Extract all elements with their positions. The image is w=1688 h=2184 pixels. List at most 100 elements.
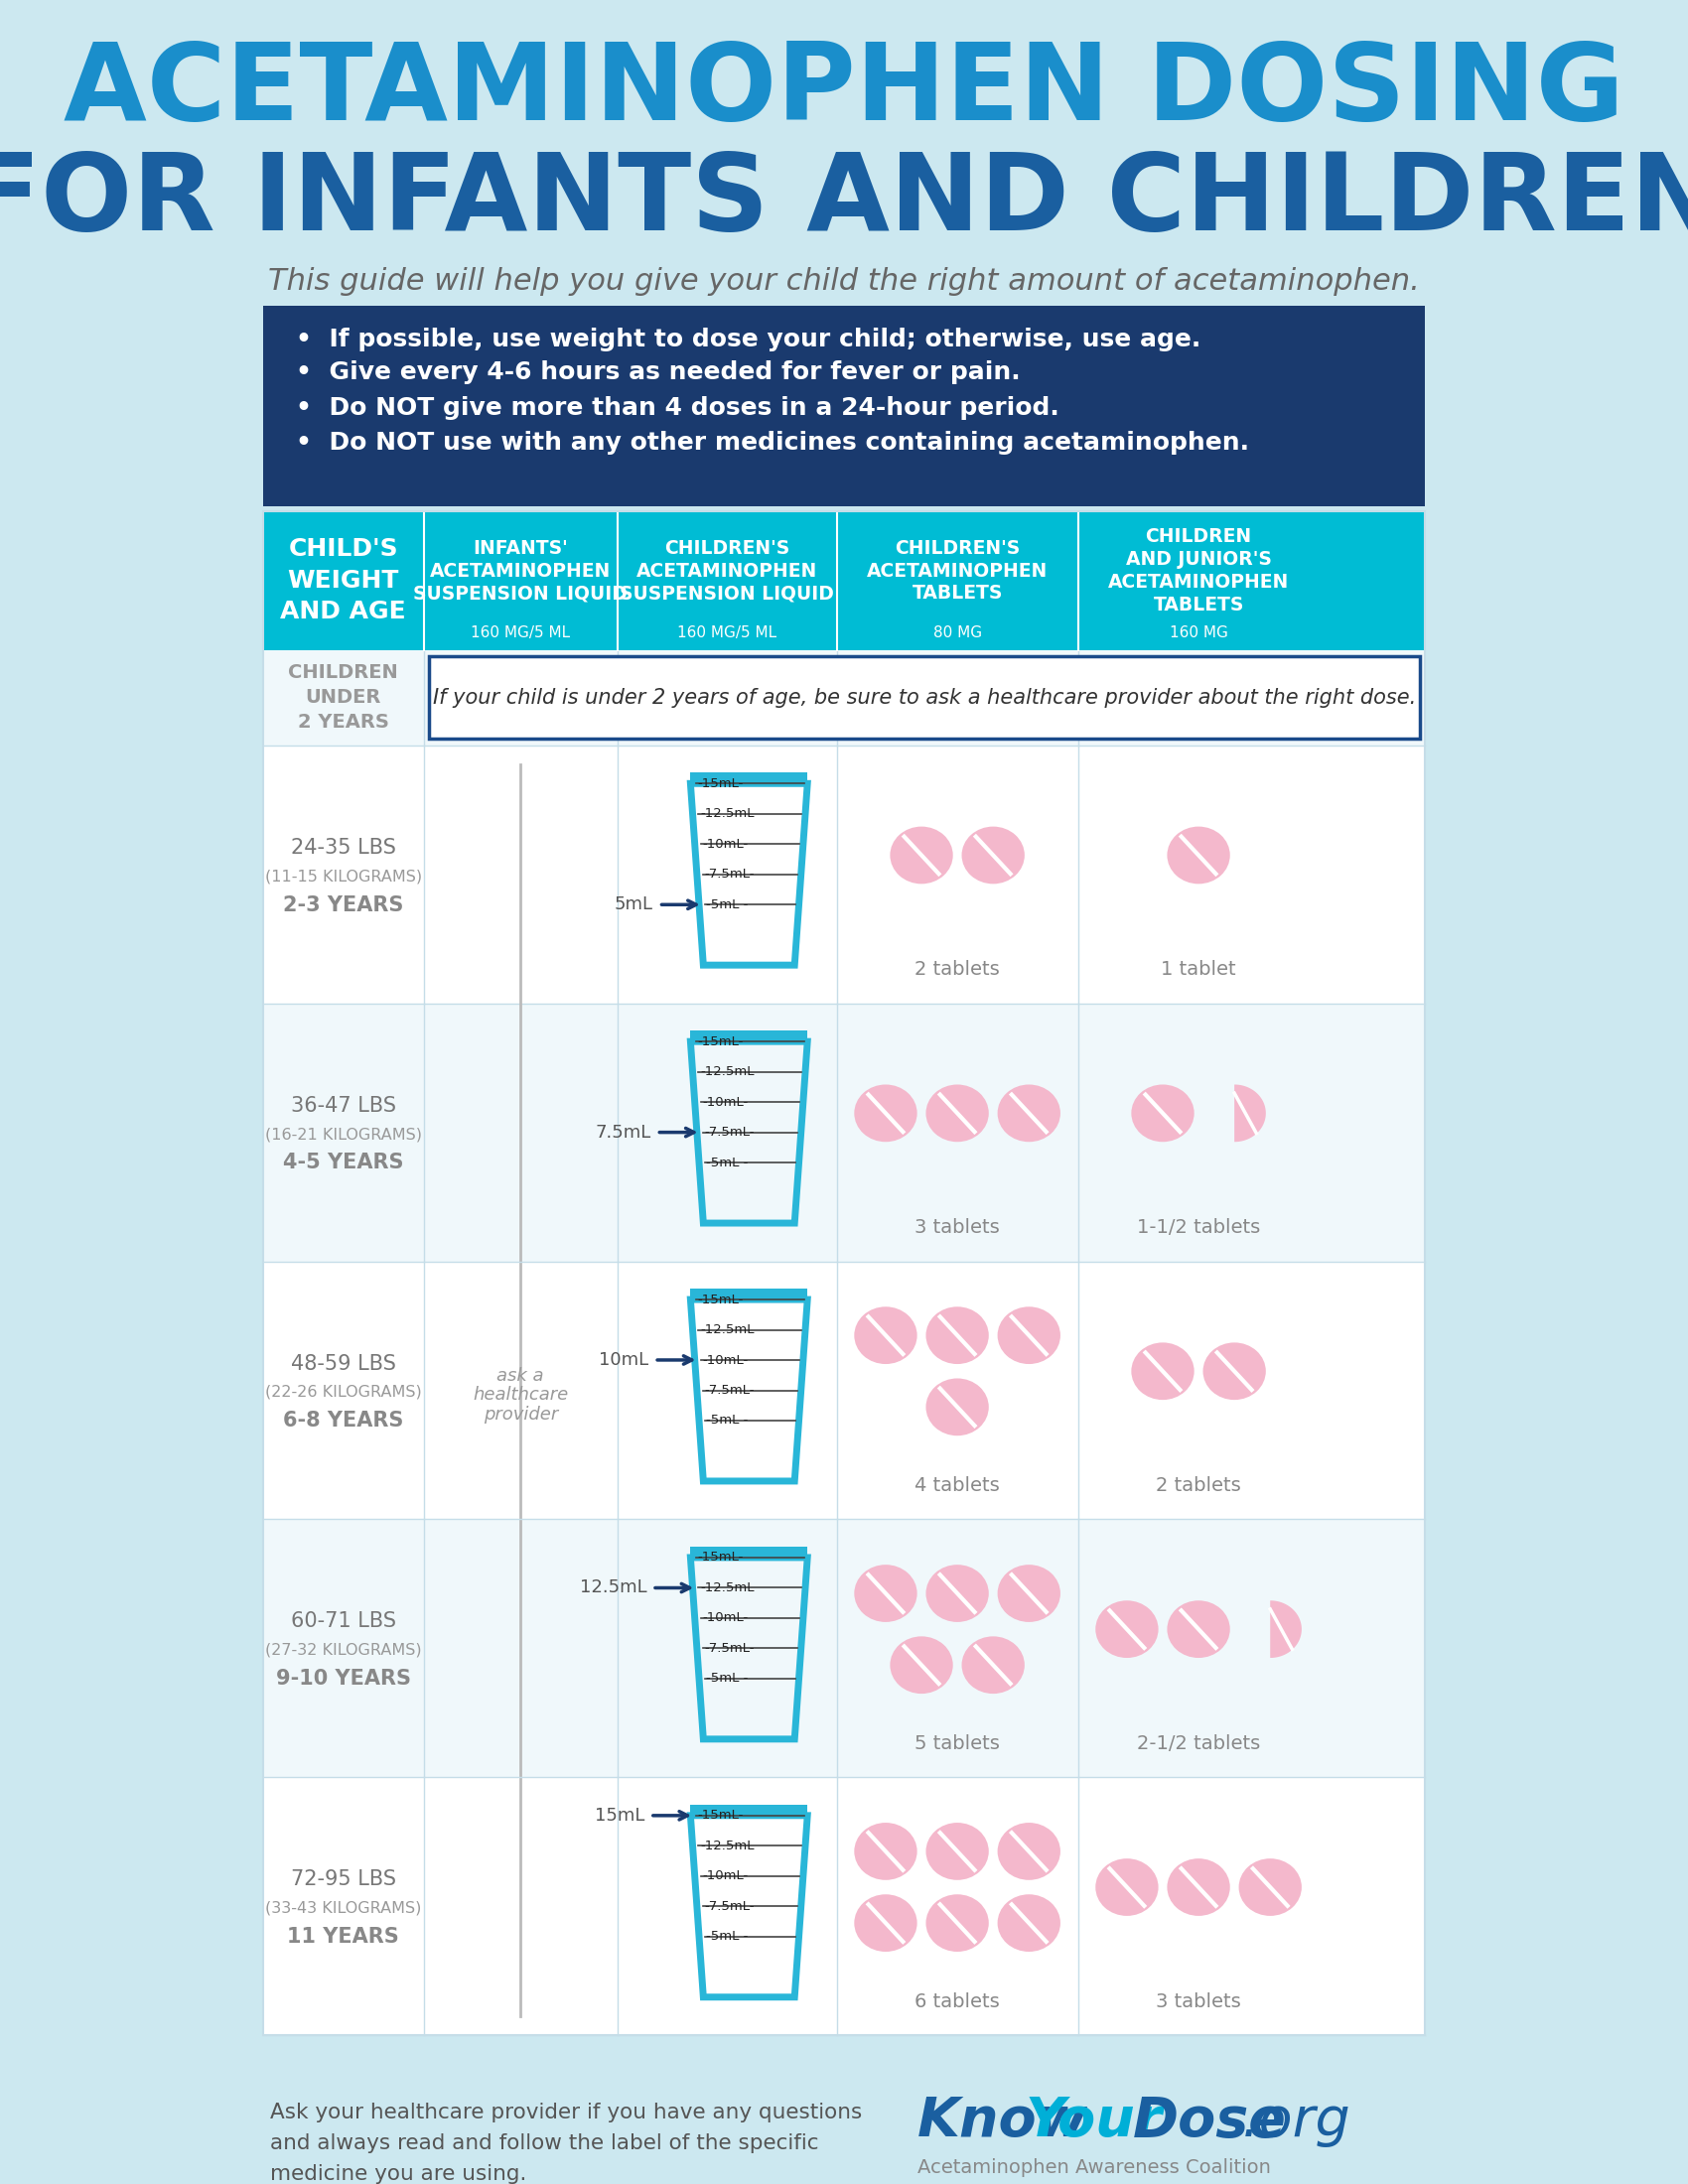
FancyBboxPatch shape (263, 1778, 1425, 2035)
Text: 24-35 LBS: 24-35 LBS (290, 839, 395, 858)
Text: FOR INFANTS AND CHILDREN: FOR INFANTS AND CHILDREN (0, 149, 1688, 253)
Ellipse shape (1239, 1859, 1301, 1915)
Polygon shape (223, 0, 1465, 2103)
Ellipse shape (1166, 1601, 1231, 1658)
FancyBboxPatch shape (263, 1002, 1425, 1262)
Text: ask a: ask a (496, 1367, 544, 1385)
Text: -7.5mL-: -7.5mL- (704, 1642, 755, 1655)
Ellipse shape (927, 1378, 989, 1435)
Text: -5mL -: -5mL - (706, 1413, 748, 1426)
Polygon shape (695, 1361, 803, 1481)
FancyBboxPatch shape (263, 651, 1425, 745)
Text: (33-43 KILOGRAMS): (33-43 KILOGRAMS) (265, 1900, 422, 1915)
Text: -10mL-: -10mL- (702, 1612, 748, 1625)
Text: 6 tablets: 6 tablets (915, 1992, 999, 2011)
Text: 1-1/2 tablets: 1-1/2 tablets (1138, 1219, 1261, 1238)
Text: 3 tablets: 3 tablets (1156, 1992, 1241, 2011)
Text: -7.5mL-: -7.5mL- (704, 1385, 755, 1398)
Text: -7.5mL-: -7.5mL- (704, 1900, 755, 1913)
Text: -10mL-: -10mL- (702, 1354, 748, 1367)
Ellipse shape (927, 1085, 989, 1142)
Ellipse shape (1131, 1085, 1193, 1142)
Text: 11 YEARS: 11 YEARS (287, 1926, 398, 1946)
Text: provider: provider (483, 1404, 557, 1424)
Ellipse shape (927, 1894, 989, 1952)
Text: •  If possible, use weight to dose your child; otherwise, use age.: • If possible, use weight to dose your c… (295, 328, 1200, 352)
Ellipse shape (1204, 1343, 1266, 1400)
Text: Acetaminophen Awareness Coalition: Acetaminophen Awareness Coalition (917, 2158, 1271, 2177)
Polygon shape (690, 1804, 807, 1815)
Text: -10mL-: -10mL- (702, 839, 748, 850)
Polygon shape (690, 773, 807, 784)
Text: (27-32 KILOGRAMS): (27-32 KILOGRAMS) (265, 1642, 422, 1658)
Text: -15mL-: -15mL- (697, 778, 744, 791)
Text: ACETAMINOPHEN DOSING: ACETAMINOPHEN DOSING (64, 37, 1624, 144)
Text: 160 MG: 160 MG (1170, 625, 1227, 640)
Text: 60-71 LBS: 60-71 LBS (290, 1612, 397, 1631)
Text: 1 tablet: 1 tablet (1161, 961, 1236, 978)
Ellipse shape (1166, 826, 1231, 885)
Text: 2-1/2 tablets: 2-1/2 tablets (1138, 1734, 1261, 1754)
Text: 160 MG/5 ML: 160 MG/5 ML (471, 625, 571, 640)
Ellipse shape (927, 1306, 989, 1365)
Ellipse shape (854, 1564, 917, 1623)
Ellipse shape (998, 1824, 1060, 1880)
Text: Your: Your (1025, 2094, 1163, 2149)
Text: 2-3 YEARS: 2-3 YEARS (284, 895, 403, 915)
Ellipse shape (890, 826, 954, 885)
Text: 2 tablets: 2 tablets (915, 961, 999, 978)
Text: Dose: Dose (1133, 2094, 1286, 2149)
Text: healthcare: healthcare (473, 1387, 569, 1404)
Text: Ask your healthcare provider if you have any questions
and always read and follo: Ask your healthcare provider if you have… (270, 2103, 863, 2184)
Text: -15mL-: -15mL- (697, 1808, 744, 1821)
Text: 4-5 YEARS: 4-5 YEARS (284, 1153, 403, 1173)
Text: 3 tablets: 3 tablets (915, 1219, 999, 1238)
FancyBboxPatch shape (263, 511, 1425, 651)
Ellipse shape (854, 1894, 917, 1952)
Text: Know: Know (917, 2094, 1087, 2149)
Text: INFANTS'
ACETAMINOPHEN
SUSPENSION LIQUID: INFANTS' ACETAMINOPHEN SUSPENSION LIQUID (414, 539, 628, 603)
Text: 4 tablets: 4 tablets (915, 1476, 999, 1496)
Text: 12.5mL: 12.5mL (579, 1579, 647, 1597)
Text: This guide will help you give your child the right amount of acetaminophen.: This guide will help you give your child… (268, 266, 1420, 297)
Text: (22-26 KILOGRAMS): (22-26 KILOGRAMS) (265, 1385, 422, 1400)
Text: -12.5mL: -12.5mL (701, 1839, 755, 1852)
Ellipse shape (1131, 1343, 1193, 1400)
Text: CHILDREN'S
ACETAMINOPHEN
TABLETS: CHILDREN'S ACETAMINOPHEN TABLETS (868, 539, 1048, 603)
Ellipse shape (998, 1306, 1060, 1365)
Polygon shape (690, 1815, 807, 1996)
Text: 9-10 YEARS: 9-10 YEARS (275, 1669, 410, 1688)
Text: -15mL-: -15mL- (697, 1293, 744, 1306)
Text: -7.5mL-: -7.5mL- (704, 1127, 755, 1138)
Text: 48-59 LBS: 48-59 LBS (290, 1354, 395, 1374)
Text: 15mL: 15mL (594, 1806, 645, 1824)
Text: •  Give every 4-6 hours as needed for fever or pain.: • Give every 4-6 hours as needed for fev… (295, 360, 1020, 384)
FancyBboxPatch shape (263, 745, 1425, 1002)
Text: 80 MG: 80 MG (933, 625, 982, 640)
FancyBboxPatch shape (263, 1262, 1425, 1520)
FancyBboxPatch shape (263, 1520, 1425, 1778)
Text: 5 tablets: 5 tablets (915, 1734, 999, 1754)
Text: -5mL -: -5mL - (706, 1673, 748, 1686)
Text: CHILDREN
UNDER
2 YEARS: CHILDREN UNDER 2 YEARS (289, 664, 398, 732)
Ellipse shape (1096, 1859, 1158, 1915)
Text: (16-21 KILOGRAMS): (16-21 KILOGRAMS) (265, 1127, 422, 1142)
Ellipse shape (998, 1564, 1060, 1623)
Text: 7.5mL: 7.5mL (594, 1123, 652, 1142)
Polygon shape (1234, 1085, 1266, 1142)
Text: -5mL -: -5mL - (706, 1931, 748, 1944)
Ellipse shape (927, 1564, 989, 1623)
FancyBboxPatch shape (429, 657, 1420, 738)
Text: CHILDREN
AND JUNIOR'S
ACETAMINOPHEN
TABLETS: CHILDREN AND JUNIOR'S ACETAMINOPHEN TABL… (1107, 529, 1290, 614)
Ellipse shape (962, 826, 1025, 885)
Polygon shape (690, 1289, 807, 1299)
Ellipse shape (927, 1824, 989, 1880)
Text: (11-15 KILOGRAMS): (11-15 KILOGRAMS) (265, 869, 422, 885)
Text: 160 MG/5 ML: 160 MG/5 ML (677, 625, 776, 640)
Text: -5mL -: -5mL - (706, 898, 748, 911)
Polygon shape (699, 904, 798, 965)
Text: -15mL-: -15mL- (697, 1551, 744, 1564)
Ellipse shape (1166, 1859, 1231, 1915)
Text: -12.5mL: -12.5mL (701, 1581, 755, 1594)
Ellipse shape (1096, 1601, 1158, 1658)
